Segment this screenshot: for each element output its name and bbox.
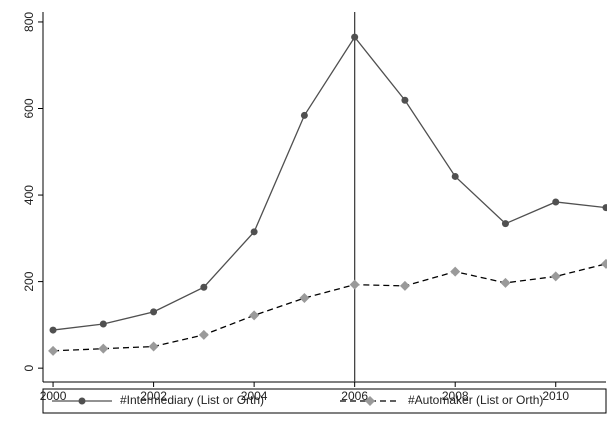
point [601,258,607,269]
point [399,280,410,291]
y-tick-label: 200 [22,271,36,291]
x-tick-label: 2006 [341,389,368,403]
point [48,345,59,356]
point [501,220,509,228]
point [552,198,560,206]
x-tick-label: 2010 [542,389,569,403]
point [200,283,208,291]
point [300,111,308,119]
point [450,266,461,277]
point [148,341,159,352]
x-tick-label: 2002 [140,389,167,403]
x-tick-label: 2000 [40,389,67,403]
x-tick-label: 2004 [241,389,268,403]
legend-box [42,388,607,414]
y-tick-label: 400 [22,185,36,205]
point [49,326,57,334]
y-tick-label: 800 [22,12,36,32]
legend-marker [78,397,86,405]
point [98,343,109,354]
series-line [53,263,607,352]
legend-label: #Automaker (List or Orth) [408,393,543,407]
point [351,33,359,41]
series-line [52,35,607,331]
point [500,277,511,288]
point [250,228,258,236]
point [99,320,107,328]
y-tick-label: 0 [22,364,36,371]
legend-marker [365,396,375,406]
point [198,329,209,340]
point [550,271,561,282]
point [602,204,607,212]
point [349,279,360,290]
point [451,172,459,180]
point [249,310,260,321]
legend-label: #Intermediary (List or Orth) [120,393,264,407]
y-tick-label: 600 [22,98,36,118]
x-tick-label: 2008 [442,389,469,403]
point [401,96,409,104]
point [150,308,158,316]
point [299,293,310,304]
